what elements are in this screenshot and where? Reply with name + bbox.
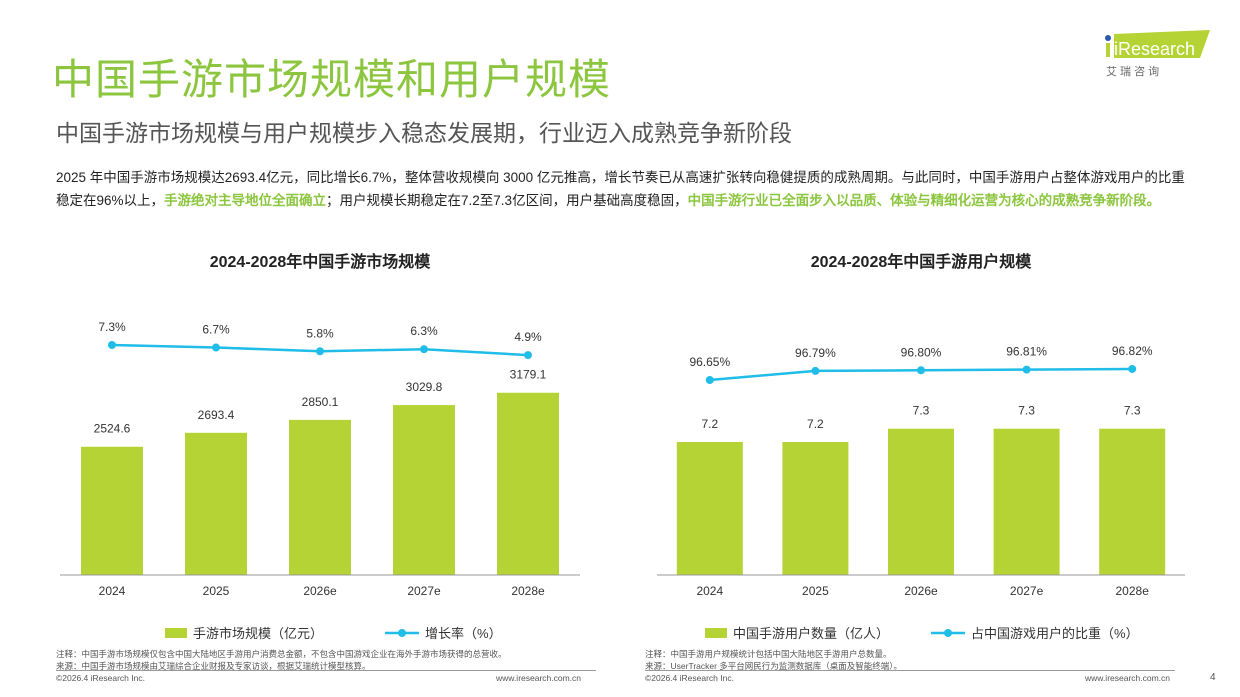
legend-users: 中国手游用户数量（亿人） 占中国游戏用户的比重（%） [705, 623, 1139, 642]
line-point [108, 341, 116, 349]
divider [56, 670, 596, 671]
bar [81, 446, 143, 575]
bar-label: 7.2 [701, 417, 718, 431]
footer-url: www.iresearch.com.cn [1085, 673, 1171, 683]
divider [645, 670, 1175, 671]
line-point [917, 366, 925, 375]
bar-label: 3179.1 [510, 368, 547, 382]
line-point [420, 345, 428, 354]
chart-title-market: 2024-2028年中国手游市场规模 [209, 254, 431, 271]
page-subtitle: 中国手游市场规模与用户规模步入稳态发展期，行业迈入成熟竞争新阶段 [56, 120, 792, 146]
bar-label: 2524.6 [94, 422, 131, 436]
page-title: 中国手游市场规模和用户规模 [52, 56, 612, 103]
footer-url: www.iresearch.com.cn [496, 673, 582, 683]
line-label: 4.9% [514, 330, 542, 344]
line-point [212, 343, 220, 352]
x-tick-label: 2024 [696, 584, 723, 598]
bar [289, 419, 351, 575]
line-point [705, 376, 714, 384]
x-tick-label: 2028e [1116, 584, 1150, 598]
line-label: 7.3% [98, 320, 126, 334]
line-point [316, 347, 324, 356]
bar [993, 428, 1060, 575]
x-tick-label: 2024 [99, 584, 126, 598]
copyright: ©2026.4 iResearch Inc. [645, 673, 734, 683]
page-number: 4 [1210, 672, 1216, 683]
charts-canvas: 2524.6 2024 2693.4 2025 2850.1 2026e 3029.8 202… [60, 320, 1185, 598]
bar-label: 7.3 [913, 404, 930, 418]
summary-text: 2025 年中国手游市场规模达2693.4亿元，同比增长6.7%，整体营收规模向… [56, 166, 1186, 212]
legend-bar-swatch [705, 627, 727, 638]
logo-cn: 艾 瑞 咨 询 [1106, 64, 1159, 78]
summary-highlight: 手游绝对主导地位全面确立 [164, 193, 327, 208]
x-tick-label: 2028e [511, 584, 545, 598]
legend-label: 占中国游戏用户的比重（%） [971, 626, 1139, 641]
copyright: ©2026.4 iResearch Inc. [56, 673, 145, 683]
bar [185, 432, 247, 575]
line-label: 96.81% [1006, 345, 1047, 359]
line-point [524, 351, 532, 360]
x-tick-label: 2027e [1010, 584, 1044, 598]
line-label: 96.82% [1112, 344, 1153, 358]
legend-label: 增长率（%） [425, 626, 502, 641]
line-point [1128, 364, 1137, 373]
legend-line-icon [385, 628, 420, 637]
bar [888, 428, 954, 575]
notes-left: 注释：中国手游市场规模仅包含中国大陆地区手游用户消费总金额，不包含中国游戏企业在… [56, 648, 507, 672]
x-tick-label: 2025 [802, 584, 829, 598]
line-label: 5.8% [306, 326, 334, 340]
summary-part: ；用户规模长期稳定在7.2至7.3亿区间，用户基础高度稳固， [326, 193, 688, 208]
line-label: 96.79% [795, 346, 836, 360]
line-label: 6.3% [410, 324, 438, 338]
bar-label: 7.3 [1124, 404, 1141, 418]
note: 注释：中国手游市场规模仅包含中国大陆地区手游用户消费总金额，不包含中国游戏企业在… [56, 649, 507, 659]
bar [676, 442, 743, 575]
bar [782, 442, 849, 575]
notes-right: 注释：中国手游用户规模统计包括中国大陆地区手游用户总数量。来源：UserTrac… [645, 648, 902, 672]
line-label: 96.65% [689, 355, 730, 369]
chart-title-users: 2024-2028年中国手游用户规模 [810, 254, 1032, 271]
bar-label: 7.2 [807, 417, 824, 431]
logo-text: iResearch [1114, 39, 1195, 59]
bar-label: 2693.4 [198, 408, 235, 422]
note: 注释：中国手游用户规模统计包括中国大陆地区手游用户总数量。 [645, 649, 892, 659]
line-point [811, 366, 820, 375]
bar-label: 2850.1 [302, 395, 339, 409]
legend-bar-swatch [165, 627, 187, 638]
line-label: 6.7% [202, 323, 230, 337]
x-tick-label: 2025 [203, 584, 230, 598]
bar [497, 392, 559, 575]
legend-label: 中国手游用户数量（亿人） [733, 626, 890, 641]
legend-market: 手游市场规模（亿元） 增长率（%） [165, 623, 502, 642]
legend-line-icon [931, 628, 966, 637]
source: 来源：UserTracker 多平台网民行为监测数据库（桌面及智能终端）。 [645, 661, 903, 671]
legend-label: 手游市场规模（亿元） [193, 626, 324, 641]
summary-part: 2025 年中国手游市场规模达2693.4亿元，同比增长6.7%，整体营收规模向… [56, 170, 1185, 208]
x-tick-label: 2027e [407, 584, 441, 598]
iresearch-logo: iResearch 艾 瑞 咨 询 [1100, 30, 1210, 80]
summary-highlight: 中国手游行业已全面步入以品质、体验与精细化运营为核心的成熟竞争新阶段。 [687, 193, 1161, 208]
bar-label: 3029.8 [406, 380, 443, 394]
source: 来源：中国手游市场规模由艾瑞综合企业财报及专家访谈，根据艾瑞统计模型核算。 [56, 661, 371, 671]
line-point [1022, 365, 1031, 374]
bar-label: 7.3 [1018, 404, 1035, 418]
x-tick-label: 2026e [904, 584, 938, 598]
bar [1099, 428, 1166, 575]
bar [393, 405, 455, 575]
x-tick-label: 2026e [303, 584, 337, 598]
line-label: 96.80% [901, 345, 942, 359]
